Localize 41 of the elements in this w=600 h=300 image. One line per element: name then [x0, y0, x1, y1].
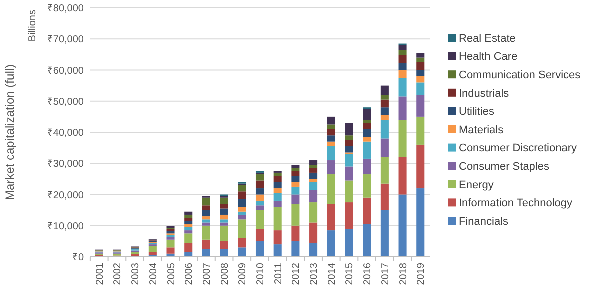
x-tick-label: 2012	[291, 262, 302, 286]
x-tick-label: 2004	[148, 262, 160, 286]
legend-label: Communication Services	[459, 69, 582, 82]
y-tick-label: ₹30,000	[47, 159, 84, 170]
text: Billions	[28, 10, 38, 42]
y-tick-label: ₹10,000	[47, 221, 84, 232]
x-tick-label: 2010	[256, 262, 266, 286]
x-tick-label: 2019	[416, 262, 428, 286]
legend-label: Information Technology	[459, 198, 574, 210]
y-tick-label: ₹20,000	[47, 190, 84, 202]
x-tick-label: 2005	[166, 262, 178, 286]
x-tick-label: 2017	[380, 262, 392, 286]
legend-label: Health Care	[459, 51, 518, 64]
y-tick-label: ₹60,000	[47, 66, 84, 77]
x-tick-label: 2007	[202, 262, 213, 286]
y-axis-title: Market capitalization (full)	[3, 64, 17, 201]
legend-label: Real Estate	[459, 32, 516, 45]
legend-label: Utilities	[459, 106, 495, 118]
x-tick-label: 2003	[130, 262, 142, 286]
legend-label: Energy	[459, 179, 494, 192]
y-tick-label: ₹50,000	[47, 96, 84, 108]
y-tick-label: ₹0	[72, 252, 84, 264]
x-tick-label: 2015	[344, 262, 356, 286]
legend-label: Materials	[459, 124, 504, 136]
x-tick-label: 2001	[94, 262, 106, 286]
x-tick-label: 2009	[238, 262, 249, 286]
y-tick-label: ₹70,000	[47, 34, 84, 46]
legend-label: Industrials	[459, 88, 510, 100]
x-tick-label: 2006	[184, 262, 196, 286]
legend-label: Consumer Discretionary	[459, 142, 578, 155]
x-tick-label: 2014	[326, 262, 338, 286]
x-tick-label: 2013	[309, 262, 320, 286]
x-tick-label: 2002	[112, 262, 124, 286]
x-tick-label: 2016	[362, 262, 374, 286]
legend-label: Consumer Staples	[459, 160, 550, 173]
legend-label: Financials	[459, 216, 510, 228]
y-tick-label: ₹40,000	[47, 128, 84, 139]
x-tick-label: 2008	[220, 262, 231, 286]
x-tick-label: 2018	[398, 262, 410, 286]
x-tick-label: 2011	[273, 262, 284, 285]
y-tick-label: ₹80,000	[47, 4, 84, 14]
